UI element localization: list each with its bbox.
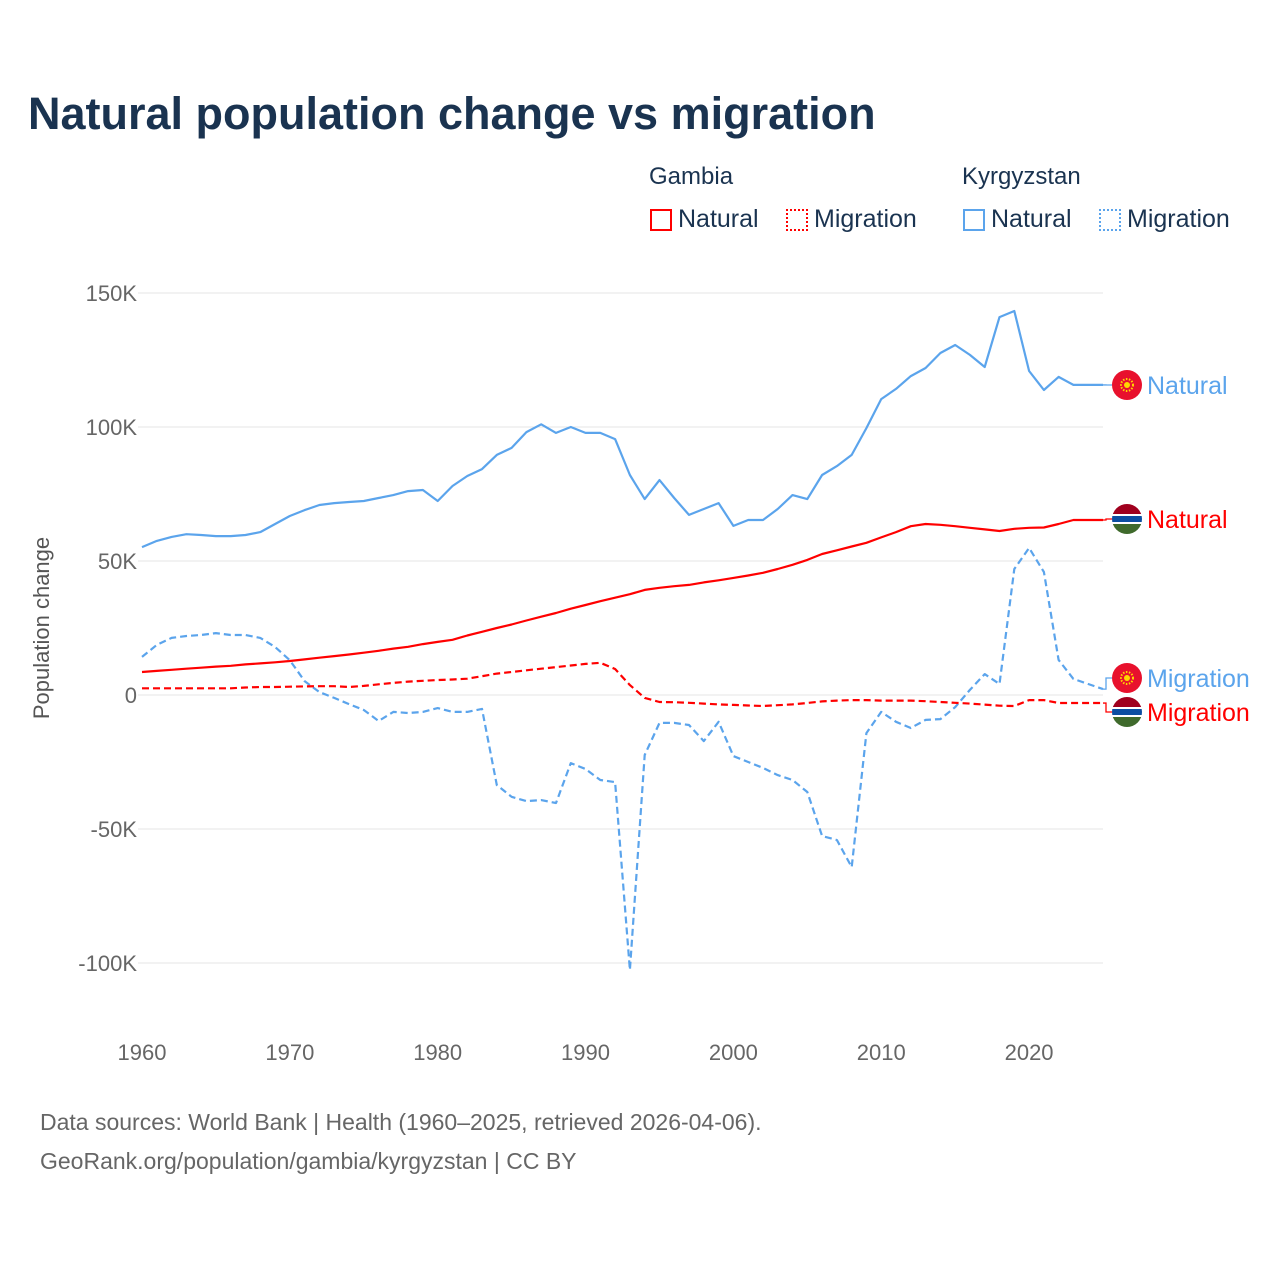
series-end-label: Migration (1147, 665, 1250, 693)
legend-swatch-solid (963, 208, 985, 231)
series-end-label: Natural (1147, 372, 1228, 400)
source-line: Data sources: World Bank | Health (1960–… (40, 1109, 762, 1135)
legend-kyrgyzstan-migration[interactable]: Migration (1099, 205, 1230, 234)
legend-gambia-migration[interactable]: Migration (786, 205, 917, 234)
flag-sun-core (1124, 675, 1130, 681)
label-connector (1103, 702, 1112, 713)
kyrgyzstan-flag-icon (1112, 663, 1142, 693)
y-tick-label: 100K (86, 415, 138, 440)
x-tick-label: 2020 (1005, 1040, 1054, 1065)
x-tick-label: 1970 (265, 1040, 314, 1065)
y-axis-label: Population change (29, 536, 54, 720)
series-end-label: Migration (1147, 699, 1250, 727)
y-tick-label: 0 (125, 683, 137, 708)
series-line-kyrgyzstan-migration (141, 546, 1104, 972)
legend-label: Natural (991, 205, 1072, 233)
x-tick-label: 1960 (118, 1040, 167, 1065)
y-tick-label: -50K (91, 817, 138, 842)
label-connector (1103, 677, 1112, 690)
source-url[interactable]: GeoRank.org/population/gambia/kyrgyzstan… (40, 1148, 577, 1174)
legend-gambia-natural[interactable]: Natural (650, 205, 759, 234)
series-line-gambia-migration (142, 661, 1103, 708)
legend-group-gambia: Gambia (649, 163, 734, 190)
series-line-kyrgyzstan-natural (141, 309, 1103, 549)
gambia-flag-icon (1112, 697, 1142, 727)
y-tick-label: 150K (86, 281, 138, 306)
legend-swatch-solid (650, 208, 672, 231)
legend-swatch-dotted (1099, 208, 1121, 231)
y-tick-label: -100K (78, 951, 137, 976)
legend-swatch-dotted (786, 208, 808, 231)
legend-kyrgyzstan-natural[interactable]: Natural (963, 205, 1072, 234)
x-tick-label: 1990 (561, 1040, 610, 1065)
flag-sun-icon (1120, 671, 1134, 685)
series-end-label: Natural (1147, 506, 1228, 534)
gambia-flag-icon (1112, 504, 1142, 534)
x-tick-label: 1980 (413, 1040, 462, 1065)
label-connector (1103, 518, 1112, 521)
chart-title: Natural population change vs migration (28, 88, 876, 139)
y-tick-label: 50K (98, 549, 137, 574)
kyrgyzstan-flag-icon (1112, 370, 1142, 400)
x-tick-label: 2000 (709, 1040, 758, 1065)
x-tick-label: 2010 (857, 1040, 906, 1065)
legend-group-kyrgyzstan: Kyrgyzstan (962, 163, 1081, 190)
flag-sun-icon (1120, 378, 1134, 392)
legend-label: Migration (1127, 205, 1230, 233)
legend-label: Migration (814, 205, 917, 233)
legend-label: Natural (678, 205, 759, 233)
flag-sun-core (1124, 382, 1130, 388)
series-line-gambia-natural (141, 518, 1103, 674)
